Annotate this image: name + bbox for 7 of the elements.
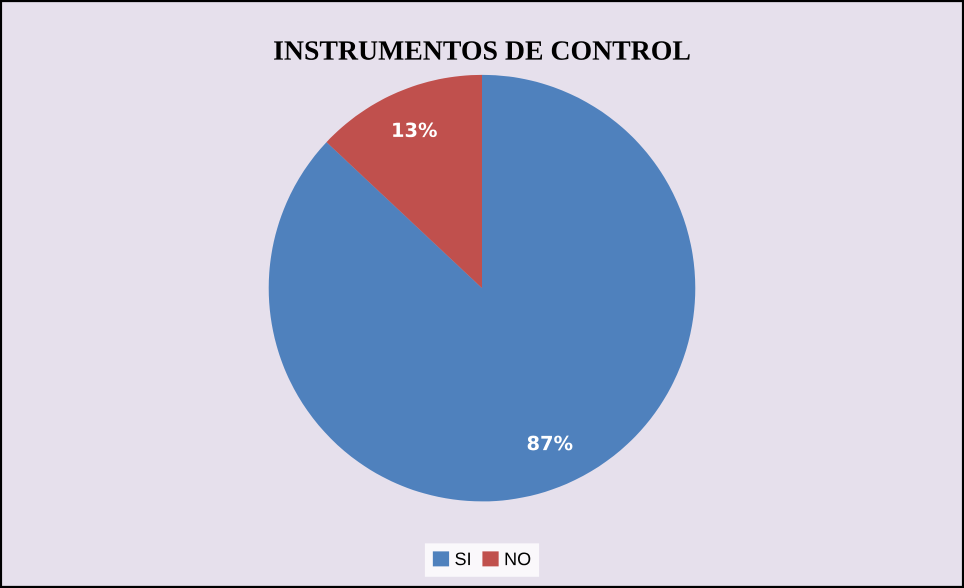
pie-slice (326, 74, 482, 288)
pie-slice (268, 74, 696, 502)
chart-title: INSTRUMENTOS DE CONTROL (274, 41, 690, 60)
legend-label: NO (506, 552, 530, 566)
data-label: 13% (393, 122, 437, 138)
data-label: 87% (528, 436, 572, 450)
legend-label: SI (455, 552, 470, 566)
